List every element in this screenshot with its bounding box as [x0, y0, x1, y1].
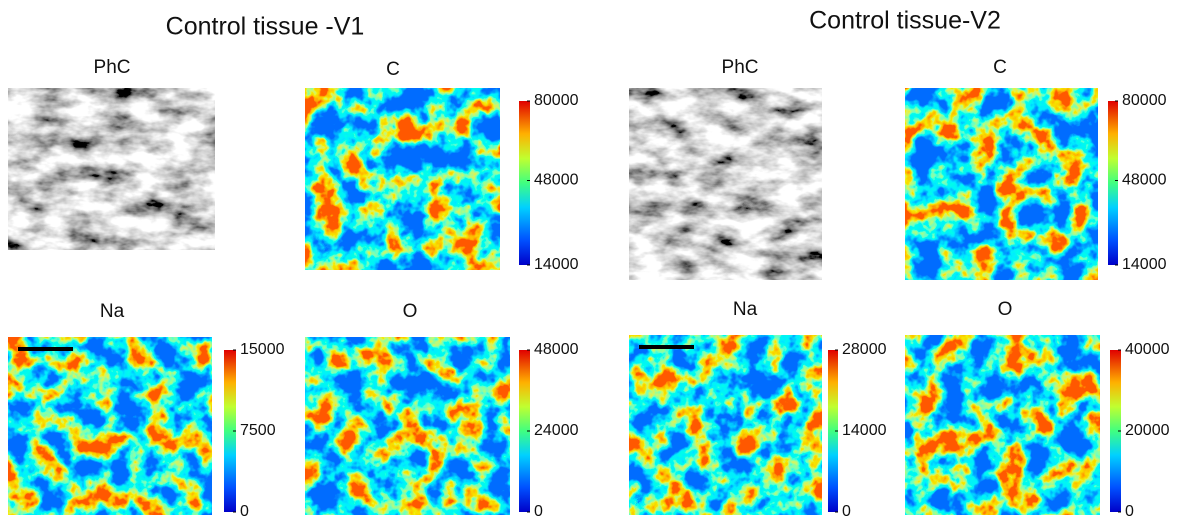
scale-bar [18, 347, 73, 351]
panel-label: C [386, 59, 400, 80]
colorbar-tick-label: 80000 [534, 92, 579, 109]
panel-label: Na [733, 299, 758, 320]
colorbar-tick-label: 14000 [1122, 256, 1167, 273]
group-title: Control tissue-V2 [809, 7, 1001, 35]
element-map [305, 337, 510, 515]
colorbar [1110, 350, 1121, 512]
colorbar-tick-label: 20000 [1125, 422, 1170, 439]
colorbar [519, 350, 530, 512]
phase-contrast-image [629, 88, 822, 280]
colorbar [1108, 101, 1118, 265]
colorbar [828, 350, 838, 512]
colorbar-tick-label: 28000 [842, 341, 887, 358]
panel-label: PhC [94, 57, 131, 78]
panel-label: O [998, 299, 1013, 320]
element-map [905, 335, 1100, 515]
phase-contrast-image [8, 88, 215, 250]
colorbar-tick-label: 48000 [1122, 172, 1167, 189]
panel-label: PhC [722, 57, 759, 78]
colorbar-tick-label: 0 [1125, 503, 1134, 520]
colorbar-tick-label: 0 [842, 503, 851, 520]
group-title: Control tissue -V1 [166, 13, 365, 41]
colorbar-tick-label: 14000 [842, 422, 887, 439]
colorbar-tick-label: 80000 [1122, 92, 1167, 109]
element-map [629, 335, 822, 515]
panel-label: O [403, 301, 418, 322]
element-map [905, 88, 1098, 280]
colorbar-tick-label: 0 [534, 503, 543, 520]
colorbar-tick-label: 40000 [1125, 341, 1170, 358]
element-map [305, 88, 500, 270]
colorbar-tick-label: 0 [240, 503, 249, 520]
colorbar-tick-label: 15000 [240, 341, 285, 358]
colorbar-tick-label: 24000 [534, 422, 579, 439]
colorbar-tick-label: 14000 [534, 256, 579, 273]
colorbar [519, 101, 530, 265]
colorbar-tick-label: 7500 [240, 422, 276, 439]
element-map [8, 337, 212, 515]
scale-bar [639, 345, 694, 349]
panel-label: Na [100, 301, 125, 322]
colorbar-tick-label: 48000 [534, 172, 579, 189]
panel-label: C [993, 57, 1007, 78]
colorbar-tick-label: 48000 [534, 341, 579, 358]
colorbar [224, 350, 236, 512]
